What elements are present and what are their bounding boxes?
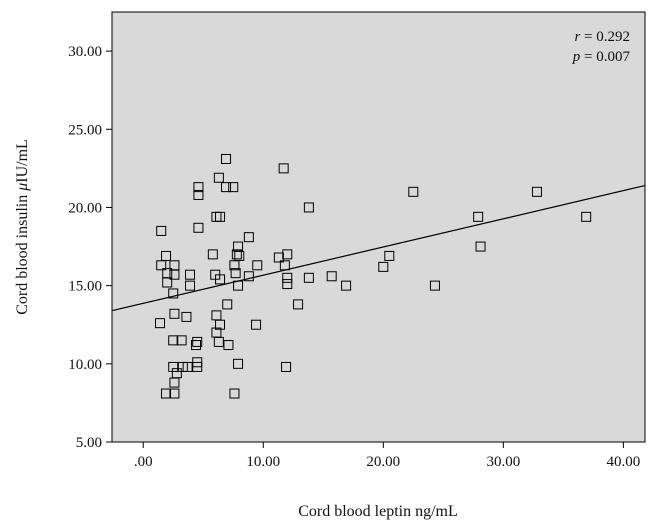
data-point xyxy=(251,319,262,330)
y-axis-ticks: 5.00 10.00 15.00 20.00 25.00 30.00 xyxy=(68,44,112,451)
data-point xyxy=(243,232,254,243)
data-point xyxy=(221,182,232,193)
data-point xyxy=(273,252,284,263)
data-point xyxy=(326,271,337,282)
data-point xyxy=(429,280,440,291)
data-point xyxy=(168,335,179,346)
data-point xyxy=(168,288,179,299)
data-point xyxy=(281,361,292,372)
data-point xyxy=(171,368,182,379)
data-point xyxy=(473,211,484,222)
data-point xyxy=(169,269,180,280)
data-point xyxy=(155,318,166,329)
data-point xyxy=(228,182,239,193)
data-point xyxy=(252,260,263,271)
y-axis-title: Cord blood insulin μIU/mL xyxy=(14,139,31,315)
data-point xyxy=(408,186,419,197)
data-point xyxy=(168,361,179,372)
data-point xyxy=(231,249,242,260)
data-point xyxy=(192,336,203,347)
data-point xyxy=(279,260,290,271)
data-point xyxy=(230,268,241,279)
data-point xyxy=(282,272,293,283)
data-point xyxy=(185,280,196,291)
x-tick-label: .00 xyxy=(134,454,153,470)
data-point xyxy=(161,388,172,399)
x-tick-label: 40.00 xyxy=(607,454,641,470)
data-point xyxy=(215,211,226,222)
data-point xyxy=(193,222,204,233)
data-point xyxy=(233,358,244,369)
data-point xyxy=(215,319,226,330)
data-point xyxy=(213,172,224,183)
data-point xyxy=(384,250,395,261)
data-point xyxy=(303,202,314,213)
stat-p: p = 0.007 xyxy=(572,49,631,65)
y-tick-label: 20.00 xyxy=(68,200,102,216)
x-tick-label: 10.00 xyxy=(246,454,280,470)
y-tick-label: 25.00 xyxy=(68,122,102,138)
data-points-layer xyxy=(155,153,592,399)
stat-r: r = 0.292 xyxy=(574,29,630,45)
regression-line-layer xyxy=(111,184,646,312)
x-tick-label: 30.00 xyxy=(486,454,520,470)
data-point xyxy=(169,308,180,319)
data-point xyxy=(207,249,218,260)
data-point xyxy=(278,163,289,174)
data-point xyxy=(181,311,192,322)
data-point xyxy=(341,280,352,291)
data-point xyxy=(229,388,240,399)
data-point xyxy=(234,250,245,261)
plot-area xyxy=(111,11,646,443)
data-point xyxy=(282,279,293,290)
data-point xyxy=(303,272,314,283)
data-point xyxy=(213,336,224,347)
data-point xyxy=(581,211,592,222)
data-point xyxy=(193,182,204,193)
data-point xyxy=(282,249,293,260)
data-point xyxy=(221,153,232,164)
data-point xyxy=(176,335,187,346)
data-point xyxy=(182,361,193,372)
data-point xyxy=(243,271,254,282)
data-point xyxy=(169,388,180,399)
data-point xyxy=(378,261,389,272)
x-axis-ticks: .00 10.00 20.00 30.00 40.00 xyxy=(134,442,640,470)
data-point xyxy=(222,299,233,310)
data-point xyxy=(162,277,173,288)
data-point xyxy=(193,189,204,200)
data-point xyxy=(215,274,226,285)
data-point xyxy=(293,299,304,310)
data-point xyxy=(531,186,542,197)
data-point xyxy=(233,280,244,291)
data-point xyxy=(161,250,172,261)
y-tick-label: 5.00 xyxy=(76,435,102,451)
data-point xyxy=(475,241,486,252)
y-tick-label: 10.00 xyxy=(68,357,102,373)
x-tick-label: 20.00 xyxy=(366,454,400,470)
data-point xyxy=(185,269,196,280)
data-point xyxy=(223,340,234,351)
y-tick-label: 15.00 xyxy=(68,279,102,295)
data-point xyxy=(192,361,203,372)
data-point xyxy=(191,340,202,351)
y-tick-label: 30.00 xyxy=(68,44,102,60)
x-axis-title: Cord blood leptin ng/mL xyxy=(298,503,458,520)
data-point xyxy=(156,225,167,236)
regression-line xyxy=(111,184,646,312)
